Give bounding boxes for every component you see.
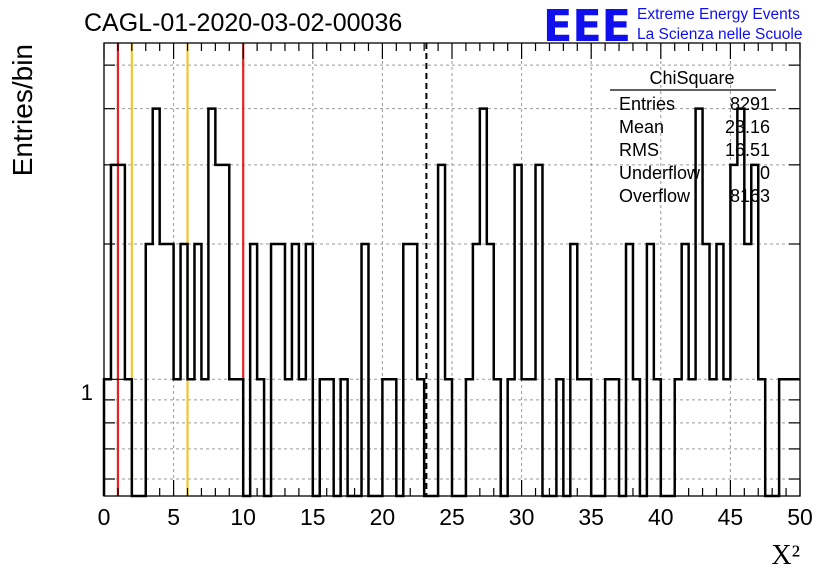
stats-value-underflow: 0 <box>760 163 770 183</box>
stats-label-underflow: Underflow <box>619 163 701 183</box>
x-tick-label: 40 <box>648 504 674 530</box>
y-tick-label: 1 <box>81 380 93 405</box>
chart-title: CAGL-01-2020-03-02-00036 <box>84 9 402 37</box>
x-tick-label: 10 <box>230 504 256 530</box>
logo-mark: EEE <box>543 1 631 52</box>
stats-value-entries: 8291 <box>730 94 770 114</box>
eee-logo: EEE Extreme Energy Events La Scienza nel… <box>543 1 802 52</box>
stats-box: ChiSquare Entries 8291 Mean 23.16 RMS 16… <box>610 68 776 206</box>
x-tick-labels: 0 5 10 15 20 25 30 35 40 45 50 <box>98 504 813 530</box>
axis-ticks <box>103 43 801 496</box>
x-axis-label: X² <box>771 540 800 571</box>
stats-title: ChiSquare <box>649 68 734 88</box>
stats-value-overflow: 8163 <box>730 186 770 206</box>
x-tick-label: 50 <box>787 504 813 530</box>
logo-line-1: Extreme Energy Events <box>637 6 800 23</box>
x-tick-label: 15 <box>300 504 326 530</box>
x-tick-label: 25 <box>439 504 465 530</box>
x-tick-label: 30 <box>509 504 535 530</box>
stats-label-overflow: Overflow <box>619 186 691 206</box>
stats-label-entries: Entries <box>619 94 675 114</box>
x-tick-label: 0 <box>98 504 111 530</box>
x-tick-label: 5 <box>167 504 180 530</box>
x-tick-label: 45 <box>718 504 744 530</box>
x-tick-label: 20 <box>370 504 396 530</box>
stats-value-mean: 23.16 <box>725 117 770 137</box>
logo-line-2: La Scienza nelle Scuole <box>637 26 802 43</box>
stats-label-rms: RMS <box>619 140 659 160</box>
x-tick-label: 35 <box>578 504 604 530</box>
y-axis-label: Entries/bin <box>7 44 38 176</box>
stats-label-mean: Mean <box>619 117 664 137</box>
stats-value-rms: 16.51 <box>725 140 770 160</box>
